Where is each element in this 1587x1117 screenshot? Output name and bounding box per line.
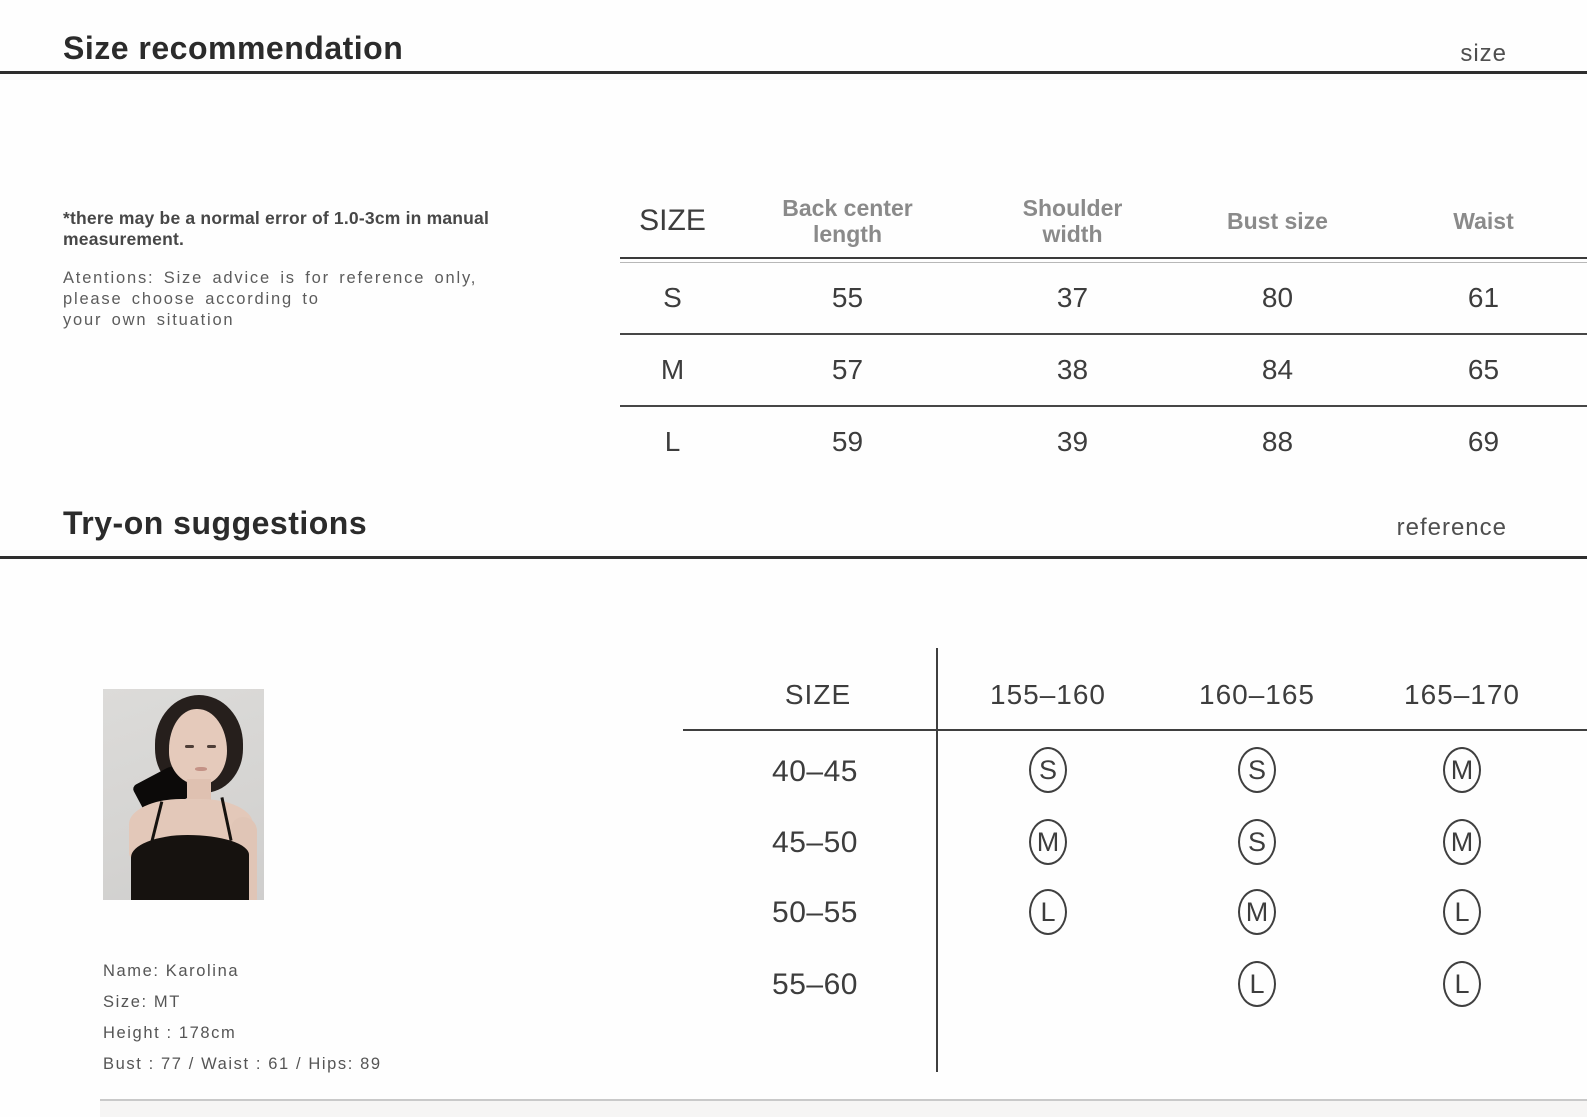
row-divider: [620, 405, 1587, 407]
size-circle: M: [1238, 889, 1276, 935]
model-eye: [185, 745, 194, 748]
table-row-size-s: S 55 37 80 61: [620, 263, 1587, 333]
table-row-size-l: L 59 39 88 69: [620, 407, 1587, 477]
cell-bust-size: 84: [1261, 354, 1294, 385]
cell-size: M: [660, 354, 685, 385]
cell-shoulder-width: 38: [1056, 354, 1089, 385]
model-lips: [195, 767, 207, 771]
try-on-table-header-divider: [683, 729, 1587, 731]
size-table-header-size: SIZE: [639, 204, 706, 237]
header-underline-light: [620, 262, 1587, 263]
try-on-table-vertical-divider: [936, 648, 938, 1072]
model-name: Name: Karolina: [103, 962, 240, 980]
reference-side-label: reference: [1396, 514, 1507, 541]
cell-bust-size: 80: [1261, 282, 1294, 313]
height-header-165-170: 165–170: [1403, 679, 1521, 710]
height-header-160-165: 160–165: [1198, 679, 1316, 710]
height-header-155-160: 155–160: [989, 679, 1107, 710]
cell-waist: 61: [1467, 282, 1500, 313]
size-side-label: size: [1460, 40, 1507, 67]
cell-shoulder-width: 37: [1056, 282, 1089, 313]
cell-size: S: [663, 282, 682, 313]
size-table-header-row: SIZE Back center length Shoulder width B…: [620, 185, 1587, 257]
cell-back-center-length: 55: [831, 282, 864, 313]
black-camisole-top: [131, 835, 249, 900]
size-table-header-shoulder-width: Shoulder width: [1022, 195, 1123, 247]
cell-back-center-length: 59: [831, 426, 864, 457]
row-divider: [620, 333, 1587, 335]
header-underline-dark: [620, 257, 1587, 259]
size-measurements-table: SIZE Back center length Shoulder width B…: [620, 185, 1587, 477]
cell-size: L: [664, 426, 681, 457]
size-circle: M: [1443, 747, 1481, 793]
size-recommendation-title: Size recommendation: [63, 30, 404, 66]
section-divider-middle: [0, 556, 1587, 559]
model-photo: [103, 689, 264, 900]
weight-label-45-50: 45–50: [772, 826, 858, 859]
size-table-header-waist: Waist: [1453, 208, 1514, 234]
size-circle: L: [1443, 961, 1481, 1007]
size-circle: L: [1238, 961, 1276, 1007]
weight-label-50-55: 50–55: [772, 896, 858, 929]
attention-note: Atentions: Size advice is for reference …: [63, 268, 583, 331]
model-measurements: Bust : 77 / Waist : 61 / Hips: 89: [103, 1055, 382, 1073]
size-circle: M: [1443, 819, 1481, 865]
size-circle: S: [1238, 819, 1276, 865]
table-row-size-m: M 57 38 84 65: [620, 335, 1587, 405]
cell-waist: 69: [1467, 426, 1500, 457]
size-circle: L: [1443, 889, 1481, 935]
weight-label-55-60: 55–60: [772, 968, 858, 1001]
model-size: Size: MT: [103, 993, 181, 1011]
cell-bust-size: 88: [1261, 426, 1294, 457]
attention-line: Atentions: Size advice is for reference …: [63, 269, 478, 287]
size-circle: L: [1029, 889, 1067, 935]
weight-label-40-45: 40–45: [772, 755, 858, 788]
try-on-suggestions-title: Try-on suggestions: [63, 505, 368, 541]
attention-line: your own situation: [63, 311, 235, 329]
cell-back-center-length: 57: [831, 354, 864, 385]
size-circle: M: [1029, 819, 1067, 865]
next-section-background: [100, 1101, 1587, 1117]
size-circle: S: [1029, 747, 1067, 793]
try-on-corner-header: SIZE: [784, 679, 852, 710]
cell-waist: 65: [1467, 354, 1500, 385]
attention-line: please choose according to: [63, 290, 320, 308]
measurement-error-note: *there may be a normal error of 1.0-3cm …: [63, 208, 490, 249]
size-circle: S: [1238, 747, 1276, 793]
model-eye: [207, 745, 216, 748]
section-divider-top: [0, 71, 1587, 74]
cell-shoulder-width: 39: [1056, 426, 1089, 457]
model-face: [169, 709, 227, 785]
size-table-header-bust-size: Bust size: [1227, 208, 1328, 234]
next-section-divider: [100, 1099, 1587, 1101]
model-info: Name: Karolina Size: MT Height : 178cm B…: [103, 956, 382, 1080]
size-table-header-back-center-length: Back center length: [782, 195, 913, 247]
model-height: Height : 178cm: [103, 1024, 237, 1042]
